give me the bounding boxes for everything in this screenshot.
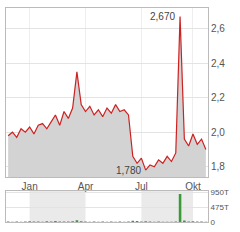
svg-text:2,0: 2,0	[211, 127, 225, 138]
svg-text:1,8: 1,8	[211, 161, 225, 172]
svg-text:Okt: Okt	[185, 181, 201, 192]
svg-text:1,780: 1,780	[116, 165, 141, 176]
svg-text:Apr: Apr	[78, 181, 94, 192]
svg-text:2,670: 2,670	[150, 11, 175, 22]
svg-text:950T: 950T	[211, 188, 229, 197]
svg-text:2,2: 2,2	[211, 92, 225, 103]
svg-text:2,6: 2,6	[211, 23, 225, 34]
svg-text:2,4: 2,4	[211, 58, 225, 69]
svg-text:475T: 475T	[211, 203, 229, 212]
svg-text:Jan: Jan	[22, 181, 38, 192]
svg-text:0: 0	[211, 218, 216, 227]
svg-text:Jul: Jul	[135, 181, 148, 192]
